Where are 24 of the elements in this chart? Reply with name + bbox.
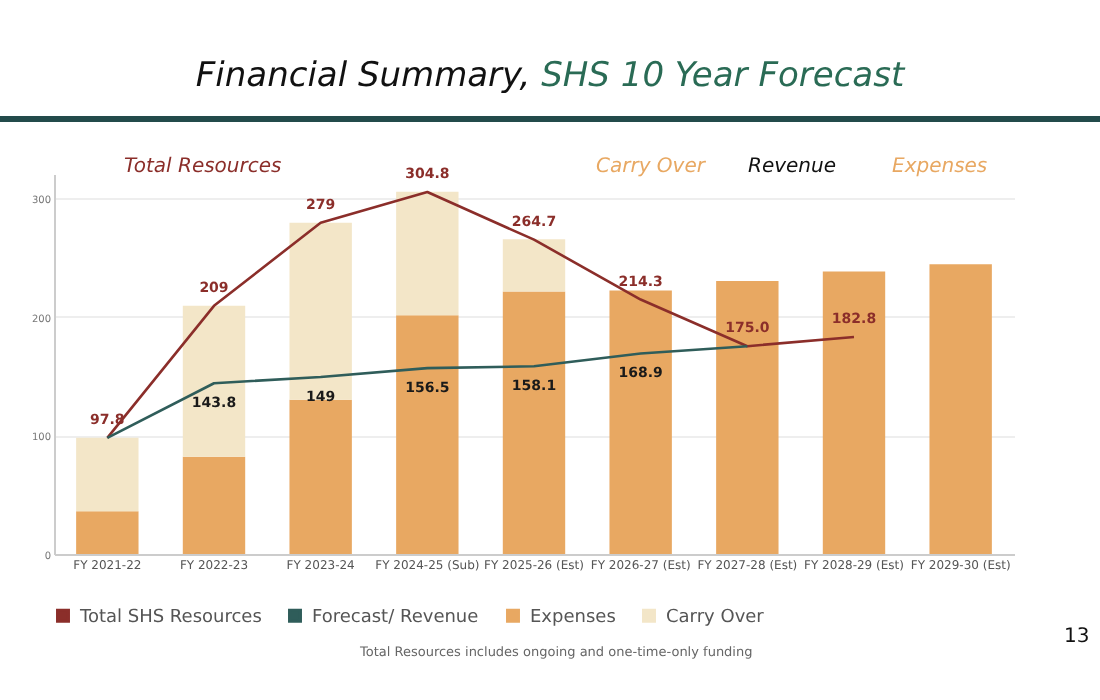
bar: [76, 437, 139, 512]
annotation: Total Resources: [124, 156, 282, 178]
chart-title: Financial Summary, SHS 10 Year Forecast: [195, 56, 905, 96]
bar: [716, 280, 779, 554]
annotation: Carry Over: [596, 156, 705, 178]
bar: [182, 305, 246, 457]
text: 13: [1064, 626, 1090, 648]
bar: [76, 511, 139, 554]
bar: [396, 315, 459, 554]
bar: [289, 222, 352, 400]
bar: [182, 456, 246, 554]
annotation: Expenses: [892, 156, 988, 178]
legend-label: Carry Over: [666, 607, 765, 628]
legend-label: Forecast/ Revenue: [312, 607, 480, 628]
bar: [289, 399, 352, 554]
bar: [929, 264, 992, 554]
bar: [609, 290, 672, 554]
bar: [502, 239, 566, 292]
bar: [822, 271, 886, 554]
legend-label: Expenses: [530, 607, 617, 628]
legend-label: Total SHS Resources: [78, 607, 263, 628]
annotation: Revenue: [748, 156, 836, 178]
bar: [396, 191, 459, 316]
bar: [502, 291, 566, 554]
